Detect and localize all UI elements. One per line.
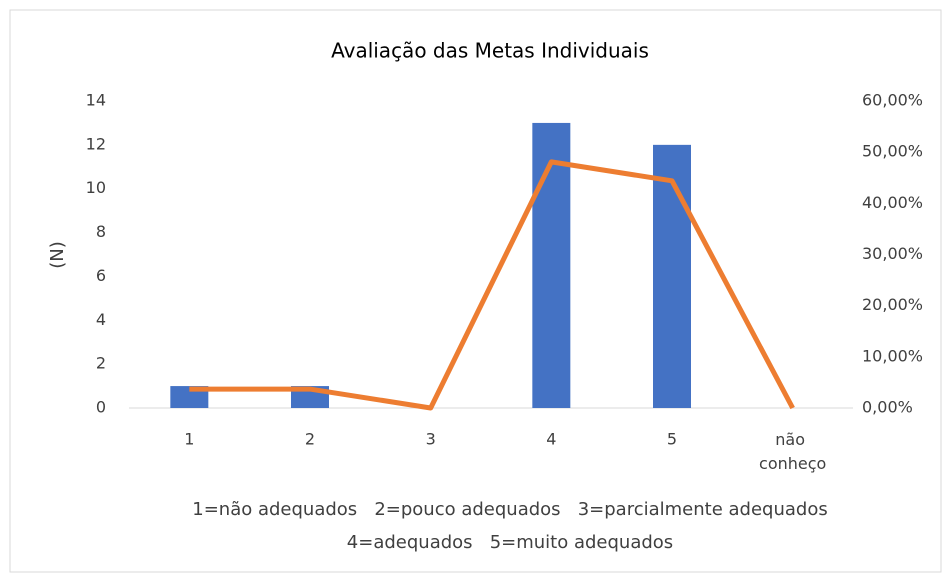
- y2-tick-label: 30,00%: [862, 244, 923, 263]
- x-tick-label: 1: [184, 430, 194, 449]
- x-tick-label: 4: [546, 430, 556, 449]
- y-tick-label: 10: [86, 178, 106, 197]
- x-tick-label: 5: [667, 430, 677, 449]
- y-tick-label: 8: [96, 222, 106, 241]
- y-tick-label: 2: [96, 354, 106, 373]
- x-tick-label: não conheço: [759, 430, 826, 473]
- y2-tick-label: 40,00%: [862, 193, 923, 212]
- y2-tick-label: 10,00%: [862, 346, 923, 365]
- y-tick-label: 12: [86, 134, 106, 153]
- bar: [532, 122, 571, 408]
- y2-tick-label: 60,00%: [862, 91, 923, 110]
- y-tick-label: 14: [86, 91, 106, 110]
- y-tick-label: 0: [96, 398, 106, 417]
- x-tick-label: 2: [305, 430, 315, 449]
- y2-tick-label: 20,00%: [862, 295, 923, 314]
- x-tick-label: 3: [426, 430, 436, 449]
- chart-title: Avaliação das Metas Individuais: [331, 39, 649, 63]
- chart-border: [9, 9, 942, 573]
- bar: [653, 144, 691, 408]
- y-tick-label: 6: [96, 266, 106, 285]
- y2-tick-label: 50,00%: [862, 142, 923, 161]
- y-tick-label: 4: [96, 310, 106, 329]
- y2-tick-label: 0,00%: [862, 398, 913, 417]
- footnote: 4=adequados 5=muito adequados: [347, 532, 673, 553]
- line-series: [189, 159, 795, 411]
- y-axis-label: (N): [47, 241, 68, 269]
- footnote: 1=não adequados 2=pouco adequados 3=parc…: [192, 499, 827, 520]
